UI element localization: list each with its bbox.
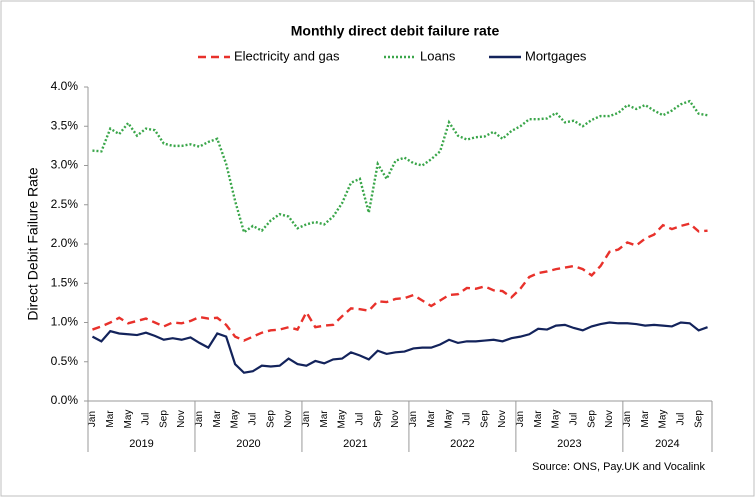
x-tick-label: Sep	[372, 410, 383, 428]
year-label: 2022	[450, 438, 474, 450]
y-tick-label: 2.5%	[51, 197, 79, 211]
y-axis-title: Direct Debit Failure Rate	[25, 167, 41, 320]
x-tick-label: Jan	[515, 411, 526, 427]
y-tick-label: 4.0%	[51, 79, 79, 93]
x-tick-label: Jul	[248, 413, 259, 426]
year-label: 2020	[236, 438, 260, 450]
legend-label: Loans	[420, 48, 456, 63]
x-tick-label: May	[123, 410, 134, 429]
x-tick-label: May	[551, 410, 562, 429]
year-label: 2021	[343, 438, 367, 450]
x-tick-label: Nov	[604, 410, 615, 428]
x-tick-label: Mar	[105, 410, 116, 428]
x-tick-label: Sep	[265, 410, 276, 428]
x-tick-label: May	[658, 410, 669, 429]
x-tick-label: Jul	[355, 413, 366, 426]
y-tick-label: 1.0%	[51, 315, 79, 329]
y-tick-label: 3.5%	[51, 118, 79, 132]
y-tick-label: 0.0%	[51, 393, 79, 407]
year-label: 2023	[557, 438, 581, 450]
x-tick-label: Nov	[283, 410, 294, 428]
x-tick-label: Jan	[301, 411, 312, 427]
y-tick-label: 0.5%	[51, 354, 79, 368]
x-tick-label: May	[337, 410, 348, 429]
x-tick-label: Nov	[176, 410, 187, 428]
x-tick-label: Mar	[212, 410, 223, 428]
legend-label: Mortgages	[525, 48, 587, 63]
x-tick-label: May	[230, 410, 241, 429]
series-line	[92, 222, 708, 342]
x-tick-label: Jul	[568, 413, 579, 426]
y-tick-label: 2.0%	[51, 236, 79, 250]
x-tick-label: Jan	[194, 411, 205, 427]
x-tick-label: Jan	[408, 411, 419, 427]
x-tick-label: Jul	[141, 413, 152, 426]
x-tick-label: Jan	[622, 411, 633, 427]
x-tick-label: Mar	[426, 410, 437, 428]
x-tick-label: May	[444, 410, 455, 429]
x-tick-label: Mar	[640, 410, 651, 428]
x-tick-label: Sep	[586, 410, 597, 428]
year-label: 2019	[129, 438, 153, 450]
y-tick-label: 3.0%	[51, 158, 79, 172]
x-tick-label: Sep	[158, 410, 169, 428]
x-tick-label: Jul	[461, 413, 472, 426]
legend-label: Electricity and gas	[234, 48, 340, 63]
x-tick-label: Jul	[675, 413, 686, 426]
x-tick-label: Jan	[87, 411, 98, 427]
y-tick-label: 1.5%	[51, 275, 79, 289]
year-label: 2024	[655, 438, 679, 450]
x-tick-label: Mar	[319, 410, 330, 428]
x-tick-label: Nov	[390, 410, 401, 428]
series-line	[91, 321, 708, 374]
x-tick-label: Sep	[479, 410, 490, 428]
source-note: Source: ONS, Pay.UK and Vocalink	[532, 461, 705, 473]
x-tick-label: Mar	[533, 410, 544, 428]
x-tick-label: Sep	[693, 410, 704, 428]
chart-title: Monthly direct debit failure rate	[291, 23, 500, 39]
x-tick-label: Nov	[497, 410, 508, 428]
series-line	[92, 99, 708, 235]
